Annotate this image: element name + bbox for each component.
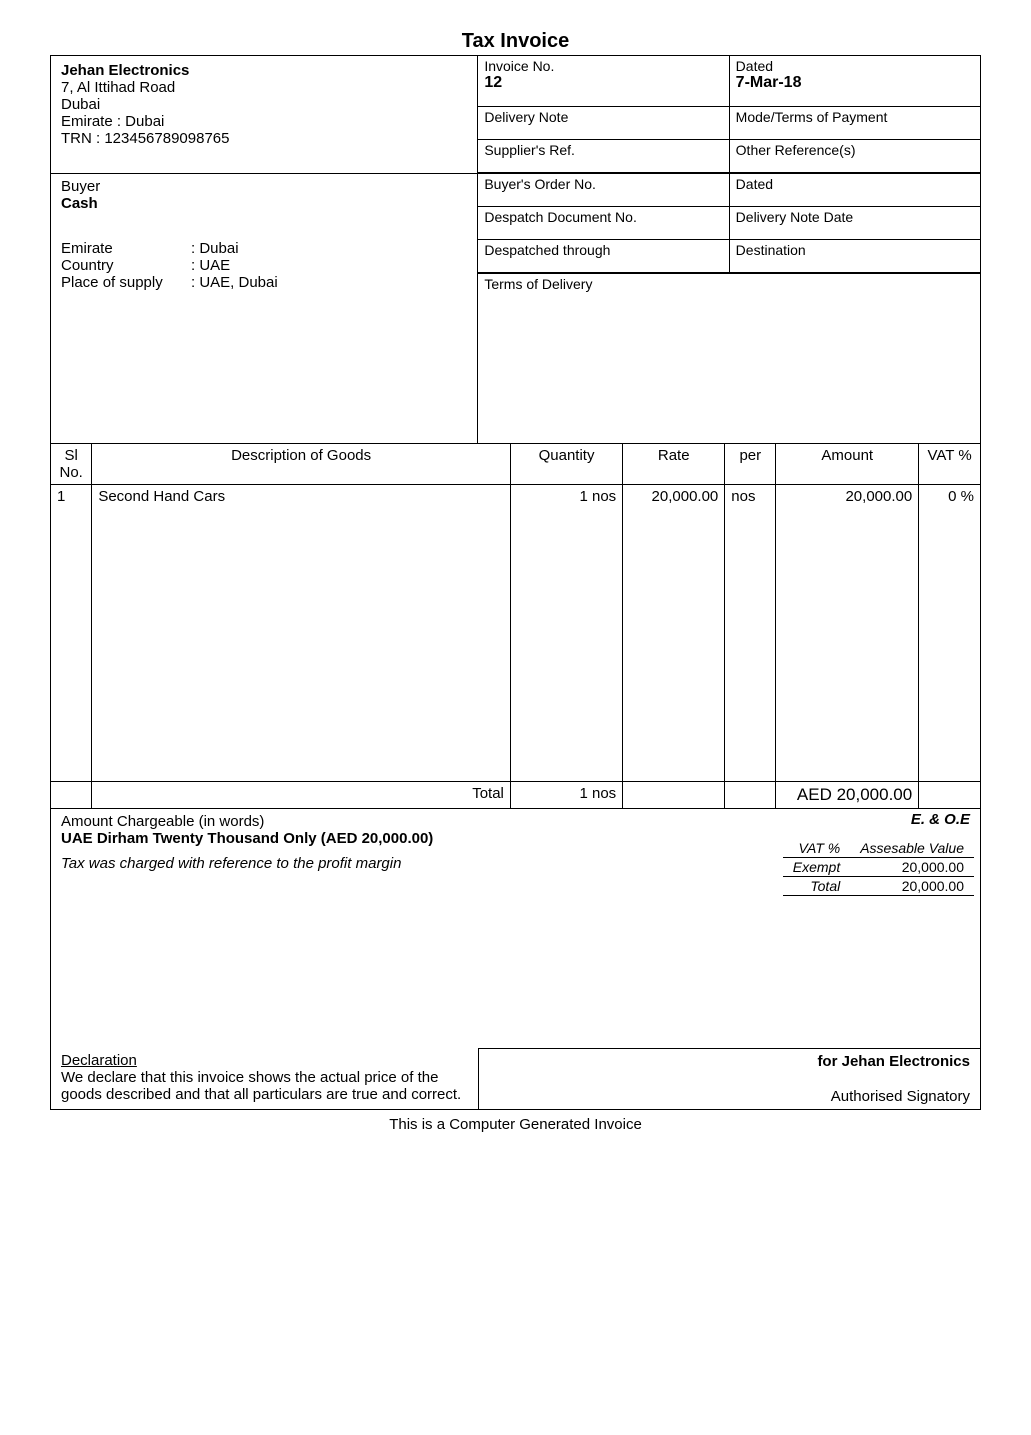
cell-supplier-ref: Supplier's Ref.	[478, 140, 728, 172]
lbl-delivery-date: Delivery Note Date	[736, 209, 974, 225]
declaration-title: Declaration	[61, 1052, 468, 1069]
lbl-delivery-note: Delivery Note	[484, 109, 722, 125]
invoice-frame: Jehan Electronics 7, Al Ittihad Road Dub…	[50, 55, 981, 1110]
vat-r2c2: 20,000.00	[850, 877, 974, 896]
lbl-despatched: Despatched through	[484, 242, 722, 258]
words-label: Amount Chargeable (in words)	[61, 813, 970, 830]
cell-terms-delivery: Terms of Delivery	[478, 273, 980, 443]
item-rate: 20,000.00	[623, 485, 725, 782]
cell-dated: Dated 7-Mar-18	[729, 56, 980, 106]
cell-buyer-order: Buyer's Order No.	[478, 174, 728, 206]
total-amt: AED 20,000.00	[776, 782, 919, 809]
lbl-invoice-no: Invoice No.	[484, 58, 722, 74]
total-qty: 1 nos	[510, 782, 622, 809]
doc-title: Tax Invoice	[50, 30, 981, 53]
lbl-buyer-order: Buyer's Order No.	[484, 176, 722, 192]
seller-trn: TRN : 123456789098765	[61, 130, 467, 147]
item-vat: 0 %	[919, 485, 980, 782]
col-rate: Rate	[623, 444, 725, 485]
seller-addr2: Dubai	[61, 96, 467, 113]
item-row: 1 Second Hand Cars 1 nos 20,000.00 nos 2…	[51, 485, 980, 782]
signatory-box: for Jehan Electronics Authorised Signato…	[478, 1048, 980, 1109]
vat-r1c1: Exempt	[783, 858, 850, 877]
lbl-destination: Destination	[736, 242, 974, 258]
cell-despatched: Despatched through	[478, 240, 728, 272]
buyer-pos-lbl: Place of supply	[61, 274, 191, 291]
declaration-box: Declaration We declare that this invoice…	[51, 1048, 478, 1109]
buyer-emirate-lbl: Emirate	[61, 240, 191, 257]
lbl-mode: Mode/Terms of Payment	[736, 109, 974, 125]
buyer-label: Buyer	[61, 178, 467, 195]
item-per: nos	[725, 485, 776, 782]
cell-delivery-note: Delivery Note	[478, 107, 728, 139]
seller-addr1: 7, Al Ittihad Road	[61, 79, 467, 96]
item-qty: 1 nos	[510, 485, 622, 782]
val-invoice-no: 12	[484, 74, 722, 92]
footer-note: This is a Computer Generated Invoice	[50, 1116, 981, 1133]
amount-words-section: Amount Chargeable (in words) E. & O.E UA…	[51, 809, 980, 1048]
cell-invoice-no: Invoice No. 12	[478, 56, 728, 106]
signatory-for: for Jehan Electronics	[489, 1053, 970, 1070]
buyer-country-lbl: Country	[61, 257, 191, 274]
lbl-dated: Dated	[736, 58, 974, 74]
vat-r2c1: Total	[783, 877, 850, 896]
cell-dated2: Dated	[729, 174, 980, 206]
seller-name: Jehan Electronics	[61, 62, 467, 79]
cell-delivery-date: Delivery Note Date	[729, 207, 980, 239]
item-sl: 1	[51, 485, 92, 782]
declaration-text: We declare that this invoice shows the a…	[61, 1069, 468, 1103]
lbl-supplier-ref: Supplier's Ref.	[484, 142, 722, 158]
val-dated: 7-Mar-18	[736, 74, 974, 92]
lbl-terms-delivery: Terms of Delivery	[484, 276, 974, 292]
vat-h2: Assesable Value	[850, 839, 974, 858]
cell-mode: Mode/Terms of Payment	[729, 107, 980, 139]
cell-other-ref: Other Reference(s)	[729, 140, 980, 172]
buyer-emirate: : Dubai	[191, 240, 239, 257]
col-vat: VAT %	[919, 444, 980, 485]
cell-despatch-doc: Despatch Document No.	[478, 207, 728, 239]
col-sl: Sl No.	[51, 444, 92, 485]
vat-r1c2: 20,000.00	[850, 858, 974, 877]
total-label: Total	[92, 782, 511, 809]
buyer-name: Cash	[61, 195, 467, 212]
seller-emirate: Emirate : Dubai	[61, 113, 467, 130]
buyer-country: : UAE	[191, 257, 230, 274]
buyer-pos: : UAE, Dubai	[191, 274, 278, 291]
vat-summary-table: VAT %Assesable Value Exempt20,000.00 Tot…	[783, 839, 974, 896]
cell-destination: Destination	[729, 240, 980, 272]
item-desc: Second Hand Cars	[92, 485, 511, 782]
seller-box: Jehan Electronics 7, Al Ittihad Road Dub…	[51, 56, 478, 173]
lbl-other-ref: Other Reference(s)	[736, 142, 974, 158]
item-amt: 20,000.00	[776, 485, 919, 782]
signatory-line: Authorised Signatory	[489, 1088, 970, 1105]
buyer-box: Buyer Cash Emirate: Dubai Country: UAE P…	[51, 173, 478, 443]
eoe: E. & O.E	[911, 811, 970, 828]
col-qty: Quantity	[510, 444, 622, 485]
items-table: Sl No. Description of Goods Quantity Rat…	[51, 443, 980, 809]
col-desc: Description of Goods	[92, 444, 511, 485]
col-per: per	[725, 444, 776, 485]
vat-h1: VAT %	[783, 839, 850, 858]
lbl-dated2: Dated	[736, 176, 974, 192]
lbl-despatch-doc: Despatch Document No.	[484, 209, 722, 225]
col-amt: Amount	[776, 444, 919, 485]
